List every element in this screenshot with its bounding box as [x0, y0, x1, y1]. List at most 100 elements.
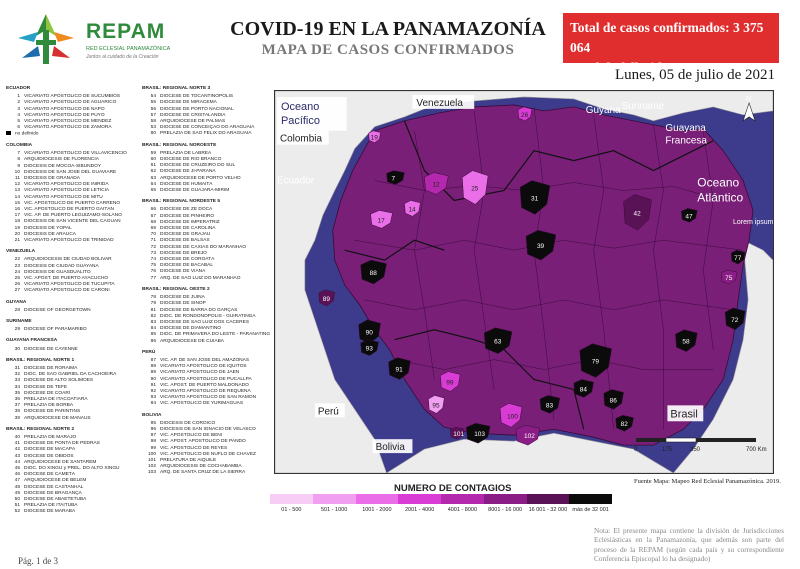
- diocese-number-label: 84: [580, 386, 588, 393]
- jurisdiction-item: 31 DIOCESE DE RORAIMA: [6, 366, 141, 372]
- jurisdiction-group: BOLIVIA 95 DIÓCESIS DE COROICO 96 DIÓCESIS D…: [142, 413, 270, 477]
- jurisdiction-item: 20 DIÓCESIS DE ARAUCA: [6, 232, 141, 238]
- diocese-region: [515, 424, 541, 446]
- jurisdiction-item: 38 DIOCESE DE PARINTINS: [6, 409, 141, 415]
- diocese-number-label: 39: [537, 243, 545, 250]
- diocese-number-label: 19: [371, 135, 379, 142]
- jurisdiction-group-title: ECUADOR: [6, 86, 31, 91]
- legend-bin-label: 01 - 500: [281, 507, 302, 513]
- jurisdiction-item: 74 DIOCESE DE COROATÁ: [142, 257, 270, 263]
- diocese-region: [386, 170, 405, 185]
- jurisdiction-name: DIOCESE DE TOCANTINÓPOLIS: [160, 94, 234, 100]
- jurisdiction-group: COLOMBIA 7 VICARIATO APOSTÓLICO DE VILLAVI…: [6, 143, 141, 244]
- jurisdiction-name: DIOCESE DE CAROLINA: [160, 226, 216, 232]
- jurisdiction-name: DIOCESE DE HUMAITÁ: [160, 181, 213, 187]
- jurisdiction-item: 100 VIC. APOSTÓLICO DE ÑUFLO DE CHÁVEZ: [142, 452, 270, 458]
- jurisdiction-group: GUAYANA FRANCESA 30 DIOCESE DE CAYENNE: [6, 338, 141, 352]
- jurisdiction-name: VICARIATO APOSTÓLICO DE SUCUMBÍOS: [24, 94, 121, 100]
- jurisdiction-item: 95 DIÓCESIS DE COROICO: [142, 421, 270, 427]
- jurisdiction-name: DIOCESE DE CAXIAS DO MARANHÃO: [160, 244, 247, 250]
- jurisdiction-number: 26: [14, 282, 20, 288]
- jurisdiction-name: VICARIATO APOSTÓLICO DE PUCALLPA: [160, 376, 252, 382]
- jurisdiction-number: 8: [17, 157, 20, 163]
- diocese-number-label: 72: [731, 317, 739, 324]
- jurisdiction-name: DIOCESE DE RORAIMA: [24, 365, 78, 371]
- jurisdiction-item: 2 VICARIATO APOSTÓLICO DE AGUARICO: [6, 100, 141, 106]
- jurisdiction-name: DIÓCESIS DE SAN JOSÉ DEL GUAVIARE: [24, 169, 117, 175]
- jurisdiction-name: DIOCESE DE GUAJARÁ-MIRIM: [160, 188, 230, 194]
- map-frame: 7 12 14 17 19 25 26 31 39 42 47 58 63 72 75 77 79 82 83 84 8…: [274, 90, 774, 474]
- jurisdiction-number: 71: [150, 238, 156, 244]
- jurisdiction-item: 62 DIOCESE DE JI-PARANÁ: [142, 169, 270, 175]
- jurisdiction-number: 59: [150, 150, 156, 156]
- jurisdiction-group-title: BRASIL: REGIONAL OESTE 2: [142, 286, 210, 292]
- jurisdiction-group: BRASIL: REGIONAL NORTE 1 31 DIOCESE DE ROR…: [6, 358, 141, 422]
- jurisdiction-item: 17 VIC. AP. DE PUERTO LEGUÍZAMO-SOLANO: [6, 213, 141, 219]
- jurisdiction-number: 75: [150, 263, 156, 269]
- jurisdiction-item: 48 DIOCESE DE CASTANHAL: [6, 485, 141, 491]
- jurisdiction-number: 85: [150, 332, 156, 338]
- jurisdiction-group-title: BRASIL: REGIONAL NOROESTE: [142, 142, 217, 148]
- jurisdiction-name: PRELAZIA DE ITAITUBA: [24, 503, 78, 509]
- jurisdiction-item: 85 DIOC. DE PRIMAVERA DO LESTE - PARANATI…: [142, 332, 270, 338]
- jurisdiction-number: 13: [14, 188, 20, 194]
- jurisdiction-name: VIC. APOSTÓLICO DE REYES: [160, 445, 228, 451]
- jurisdiction-name: DIOCESE OF PARAMARIBO: [24, 327, 87, 333]
- jurisdiction-name: DIOCESE DE TEFÉ: [24, 384, 68, 390]
- jurisdiction-number: 6: [17, 125, 20, 131]
- jurisdiction-item: 82 DIOC. DE RONDONÓPOLIS - GUIRATINGA: [142, 314, 270, 320]
- jurisdiction-item: 54 DIOCESE DE TOCANTINÓPOLIS: [142, 94, 270, 100]
- jurisdiction-item: 6 VICARIATO APOSTÓLICO DE ZAMORA: [6, 125, 141, 131]
- jurisdiction-item: 8 ARQUIDIÓCESIS DE FLORENCIA: [6, 157, 141, 163]
- jurisdiction-group: BRASIL: REGIONAL NORTE 3 54 DIOCESE DE TOC…: [142, 86, 270, 138]
- jurisdiction-number: 97: [150, 433, 156, 439]
- jurisdiction-group: GUYANA 28 DIOCESE OF GEORGETOWN: [6, 300, 141, 314]
- jurisdiction-group: BRASIL: REGIONAL NORDESTE 5 66 DIOCESE DE …: [142, 199, 270, 282]
- jurisdiction-name: ARQUIDIÓCESIS DE COCHABAMBA: [160, 464, 242, 470]
- jurisdiction-item: 76 DIOCESE DE VIANA: [142, 269, 270, 275]
- legend-bin-label: 8001 - 16 000: [488, 507, 523, 513]
- jurisdiction-name: PRELAZIA DE ITACOATIARA: [24, 397, 88, 402]
- scale-label-350: 350: [690, 447, 701, 453]
- jurisdiction-item: 92 VICARIATO APOSTÓLICO DE REQUENA: [142, 389, 270, 395]
- jurisdiction-item: 73 DIOCESE DE BREJO: [142, 251, 270, 257]
- jurisdiction-item: 37 PRELAZIA DE BORBA: [6, 403, 141, 409]
- diocese-region: [428, 395, 445, 414]
- jurisdiction-name: PRELATURA DE AIQUILE: [160, 457, 217, 463]
- jurisdiction-number: 61: [150, 163, 156, 169]
- jurisdiction-number: 41: [14, 441, 20, 447]
- diocese-number-label: 42: [634, 210, 642, 217]
- contagion-legend-bar: [270, 494, 612, 504]
- diocese-region: [724, 307, 746, 331]
- scale-label-0: 0: [634, 447, 638, 453]
- jurisdiction-number: 79: [150, 301, 156, 307]
- jurisdiction-item: 47 ARQUIDIOCESE DE BELÉM: [6, 478, 141, 484]
- diocese-number-label: 79: [592, 359, 600, 366]
- diocese-number-label: 102: [524, 433, 535, 440]
- jurisdiction-number: 45: [14, 466, 20, 472]
- diocese-region: [623, 194, 652, 231]
- jurisdiction-group: ECUADOR 1 VICARIATO APOSTÓLICO DE SUCUMBÍO…: [6, 86, 141, 138]
- diocese-number-label: 90: [366, 330, 374, 337]
- jurisdiction-number: 69: [150, 226, 156, 232]
- jurisdiction-group-title: BRASIL: REGIONAL NORTE 3: [142, 86, 211, 91]
- jurisdiction-item: 4 VICARIATO APOSTÓLICO DE PUYO: [6, 113, 141, 119]
- jurisdiction-item: 57 DIOCESE DE CRISTALÂNDIA: [142, 113, 270, 119]
- jurisdiction-item: 87 VIC. AP. DE SAN JOSÉ DEL AMAZONAS: [142, 358, 270, 364]
- jurisdiction-name: VICARIATO APOSTÓLICO DE INÍRIDA: [24, 182, 109, 188]
- jurisdiction-number: 99: [150, 445, 156, 451]
- jurisdiction-item: 28 DIOCESE OF GEORGETOWN: [6, 308, 141, 314]
- jurisdiction-number: 82: [150, 313, 156, 319]
- jurisdiction-name: VICARIATO APOSTÓLICO DE AGUARICO: [24, 100, 117, 106]
- jurisdiction-name: DIOCESE DE PORTO NACIONAL: [160, 106, 234, 112]
- jurisdiction-item: 14 VICARIATO APOSTÓLICO DE MITÚ: [6, 195, 141, 201]
- jurisdiction-name: VICARIATO APOSTÓLICO DE SAN RAMÓN: [160, 395, 257, 401]
- jurisdiction-item: 35 DIOCESE DE COARI: [6, 391, 141, 397]
- jurisdiction-name: VIC. AP. DE PUERTO LEGUÍZAMO-SOLANO: [24, 213, 122, 219]
- jurisdiction-item: 9 DIÓCESIS DE MOCOA-SIBUNDOY: [6, 164, 141, 170]
- scale-label-700: 700 Km: [746, 447, 767, 453]
- jurisdiction-number: 91: [150, 382, 156, 388]
- diocese-region: [424, 172, 449, 195]
- label-bg: [276, 96, 347, 131]
- jurisdiction-name: VIC. AP. DE SAN JOSÉ DEL AMAZONAS: [160, 357, 250, 363]
